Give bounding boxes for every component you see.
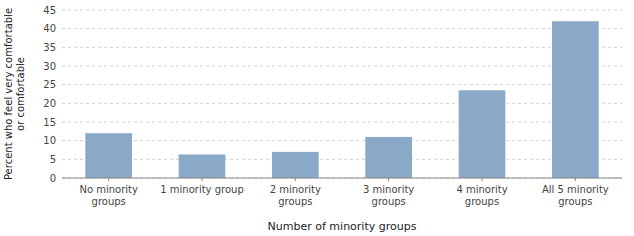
x-tick-label: 2 minoritygroups bbox=[270, 184, 321, 207]
y-tick-label: 35 bbox=[43, 42, 56, 53]
bar bbox=[272, 152, 319, 178]
x-axis-line bbox=[62, 178, 622, 179]
x-tick bbox=[482, 178, 483, 181]
y-tick-label: 15 bbox=[43, 117, 56, 128]
x-tick bbox=[575, 178, 576, 181]
x-tick bbox=[388, 178, 389, 181]
grid-line bbox=[62, 178, 622, 179]
y-tick-label: 10 bbox=[43, 135, 56, 146]
y-tick-label: 0 bbox=[50, 173, 56, 184]
grid-line bbox=[62, 122, 622, 123]
grid bbox=[62, 10, 622, 178]
grid-line bbox=[62, 10, 622, 11]
x-tick-label: All 5 minoritygroups bbox=[542, 184, 609, 207]
y-tick-label: 25 bbox=[43, 79, 56, 90]
x-tick-label: No minoritygroups bbox=[79, 184, 138, 207]
x-tick-label: 1 minority group bbox=[160, 184, 243, 195]
y-tick-label: 30 bbox=[43, 61, 56, 72]
x-tick-label: 4 minoritygroups bbox=[456, 184, 507, 207]
y-tick-label: 20 bbox=[43, 98, 56, 109]
grid-line bbox=[62, 47, 622, 48]
bar bbox=[552, 21, 599, 178]
bars bbox=[85, 21, 598, 178]
grid-line bbox=[62, 28, 622, 29]
y-tick-label: 5 bbox=[50, 154, 56, 165]
y-tick-label: 45 bbox=[43, 5, 56, 16]
x-axis-label: Number of minority groups bbox=[268, 220, 417, 233]
x-tick-label: 3 minoritygroups bbox=[363, 184, 414, 207]
grid-line bbox=[62, 84, 622, 85]
grid-line bbox=[62, 159, 622, 160]
bar bbox=[85, 133, 132, 178]
y-tick-label: 40 bbox=[43, 23, 56, 34]
grid-line bbox=[62, 103, 622, 104]
x-tick bbox=[108, 178, 109, 181]
grid-line bbox=[62, 66, 622, 67]
bar bbox=[459, 90, 506, 178]
chart: 0 5 10 15 20 25 30 35 40 45 No minoritygroups 1 min… bbox=[0, 0, 634, 236]
y-axis-label: Percent who feel very comfortableor comf… bbox=[3, 8, 26, 180]
bar bbox=[179, 154, 226, 178]
grid-line bbox=[62, 140, 622, 141]
x-tick bbox=[295, 178, 296, 181]
x-tick bbox=[202, 178, 203, 181]
bar bbox=[365, 137, 412, 178]
